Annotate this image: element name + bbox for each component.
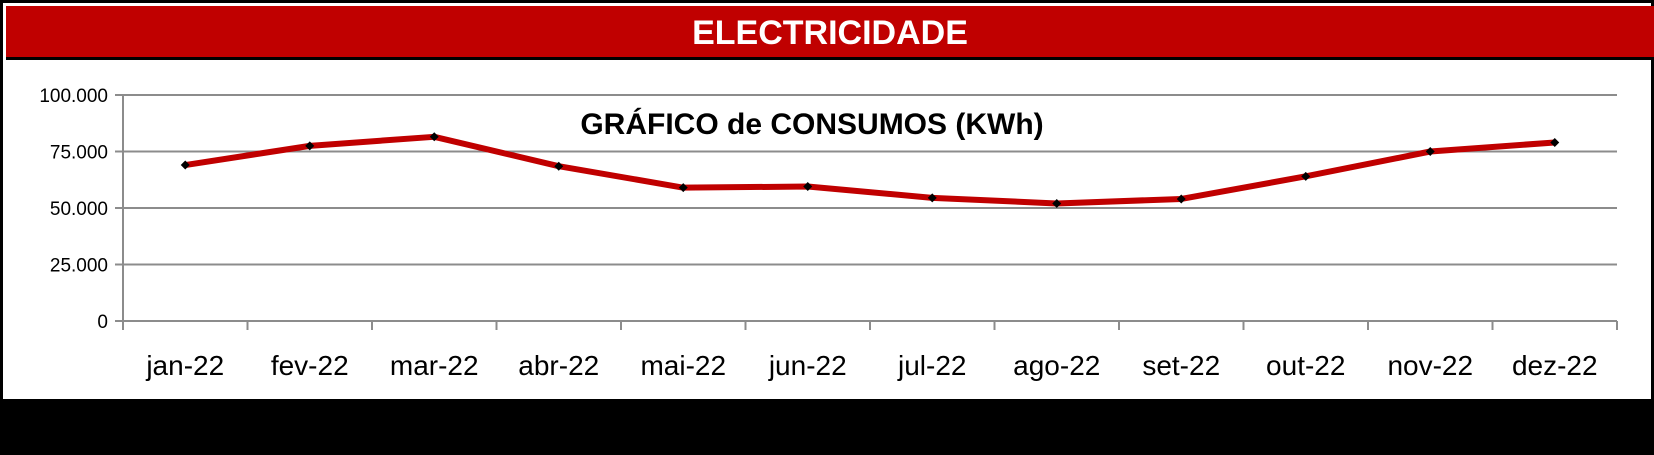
x-tick-label: fev-22: [271, 350, 349, 381]
y-axis-ticks: 0 25.000 50.000 75.000 100.000: [39, 86, 123, 333]
chart-title: GRÁFICO de CONSUMOS (KWh): [580, 107, 1043, 141]
x-tick-label: mai-22: [640, 350, 726, 381]
series-line: [182, 133, 1558, 207]
x-axis: jan-22 fev-22 mar-22 abr-22 mai-22 jun-22 jul-…: [122, 95, 1618, 381]
series-layer: [180, 132, 1560, 208]
x-tick-label: jul-22: [897, 350, 966, 381]
x-tick-label: nov-22: [1387, 350, 1473, 381]
data-point: [1301, 171, 1311, 181]
data-point: [180, 160, 190, 170]
line-chart: 0 25.000 50.000 75.000 100.000 jan-22 fev-22 m…: [39, 86, 1618, 381]
y-tick-label: 25.000: [50, 256, 108, 277]
chart-frame: ELECTRICIDADE: [0, 0, 1654, 402]
x-tick-label: jan-22: [145, 350, 224, 381]
data-point: [678, 183, 688, 193]
x-tick-label: set-22: [1142, 350, 1220, 381]
x-tick-label: mar-22: [390, 350, 479, 381]
header-bar: ELECTRICIDADE: [6, 6, 1654, 60]
data-point: [305, 141, 315, 151]
data-point: [803, 182, 813, 192]
x-tick-label: out-22: [1266, 350, 1345, 381]
y-tick-label: 50.000: [50, 199, 108, 220]
header-title: ELECTRICIDADE: [692, 14, 968, 52]
x-tick-label: jun-22: [768, 350, 847, 381]
data-point: [1052, 198, 1062, 208]
data-point: [429, 132, 439, 142]
data-point: [554, 161, 564, 171]
data-point: [927, 193, 937, 203]
x-tick-label: ago-22: [1013, 350, 1100, 381]
data-point: [1176, 194, 1186, 204]
y-tick-label: 0: [97, 312, 108, 333]
y-tick-label: 75.000: [50, 143, 108, 164]
data-point: [1425, 147, 1435, 156]
x-tick-label: dez-22: [1512, 350, 1598, 381]
y-tick-label: 100.000: [39, 86, 108, 107]
x-tick-label: abr-22: [518, 350, 599, 381]
data-point: [1550, 137, 1560, 147]
